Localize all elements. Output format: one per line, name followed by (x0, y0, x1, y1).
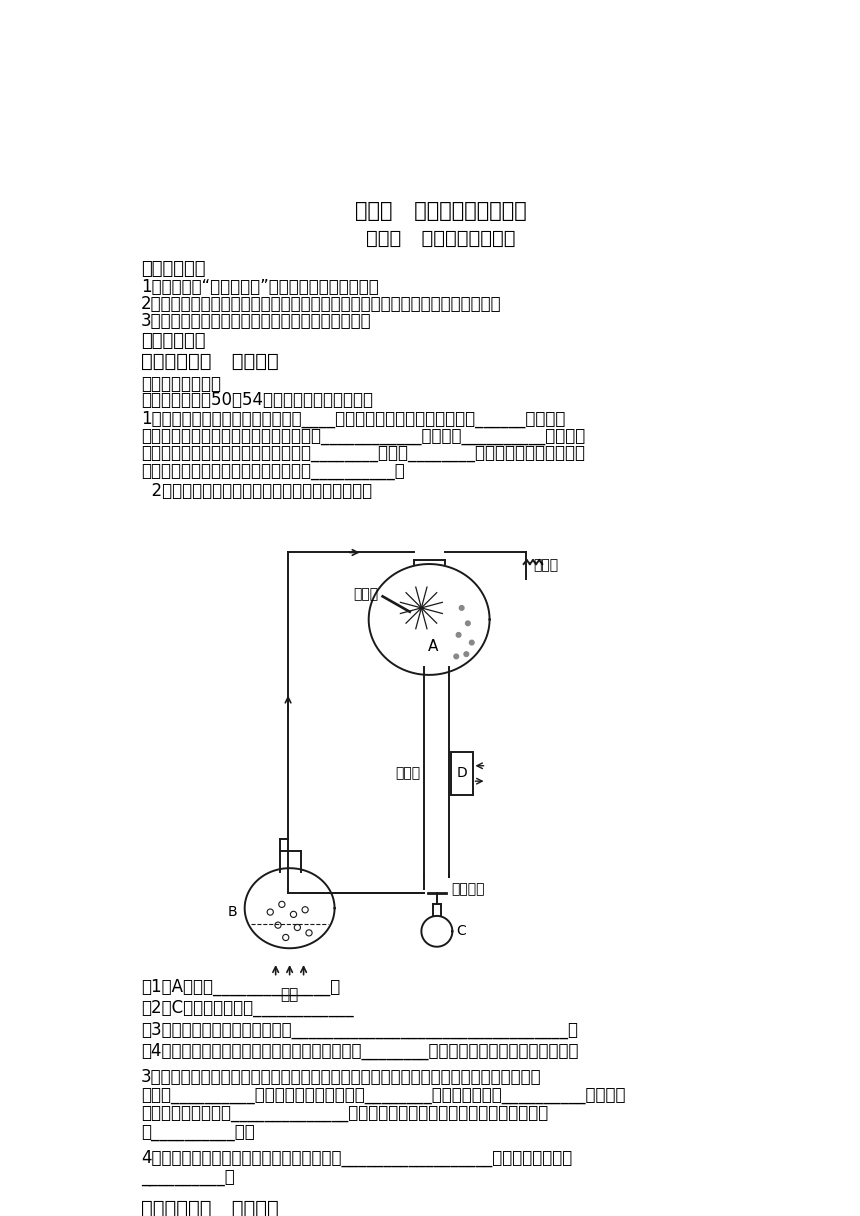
Text: （4）米勒的研究表明，原始地球上尽管不能形成________，但能产生构成生物体的有机物。: （4）米勒的研究表明，原始地球上尽管不能形成________，但能产生构成生物体… (141, 1042, 578, 1060)
Text: （2）C中的液体相当于____________: （2）C中的液体相当于____________ (141, 1000, 353, 1017)
Text: 二、合作交流   突破重难: 二、合作交流 突破重难 (141, 1199, 279, 1216)
Text: 取样活塞: 取样活塞 (451, 882, 484, 896)
Circle shape (459, 606, 464, 610)
Text: 的__________中。: 的__________中。 (141, 1124, 255, 1142)
Text: 冷凝器: 冷凝器 (396, 766, 421, 781)
Circle shape (457, 632, 461, 637)
Text: 《学习目标》: 《学习目标》 (141, 260, 206, 278)
Text: 加热: 加热 (280, 986, 298, 1002)
Circle shape (464, 652, 469, 657)
Circle shape (470, 641, 474, 644)
Text: 负电极: 负电极 (534, 558, 559, 573)
Circle shape (454, 654, 458, 659)
Text: 降落到地面上，这些______________又随着雨水进入湖泊和河流，最终汇集到原始: 降落到地面上，这些______________又随着雨水进入湖泊和河流，最终汇集… (141, 1105, 548, 1124)
Text: 正电极: 正电极 (353, 587, 378, 601)
Text: 简单的__________。后来，地球的温度逐渐________，原始大气中的__________凝结成雨: 简单的__________。后来，地球的温度逐渐________，原始大气中的_… (141, 1087, 625, 1105)
Text: 2、观察米勒的实验装置示意图，回答下列问题。: 2、观察米勒的实验装置示意图，回答下列问题。 (141, 482, 372, 500)
Text: 3、关注生命起源的不同观点，以及新的研究进展。: 3、关注生命起源的不同观点，以及新的研究进展。 (141, 313, 372, 331)
Text: 流。从火山中噴出的气体，如水蕲气、________、氨、________、二氧化碳、硫化氢等，: 流。从火山中噴出的气体，如水蕲气、________、氨、________、二氧化… (141, 445, 585, 463)
Text: （1）A内模拟______________；: （1）A内模拟______________； (141, 978, 340, 996)
Text: 3、科学家推测，原始大气在高温、紫外线以及雷电等自然条件的长期作用下，形成了许多: 3、科学家推测，原始大气在高温、紫外线以及雷电等自然条件的长期作用下，形成了许多 (141, 1069, 542, 1086)
Text: D: D (457, 766, 467, 781)
Text: 第三章   生命起源和生物进化: 第三章 生命起源和生物进化 (355, 202, 526, 221)
Text: B: B (227, 905, 237, 919)
Text: 2、解释米勒实验的设计原理及结果，锻炼运用证据和逻辑进行分析推测的能力。: 2、解释米勒实验的设计原理及结果，锻炼运用证据和逻辑进行分析推测的能力。 (141, 295, 501, 314)
Text: 构成了原始的大气层。原始大气中没有__________。: 构成了原始的大气层。原始大气中没有__________。 (141, 463, 404, 482)
Text: 第一节   地球上生命的起源: 第一节 地球上生命的起源 (366, 229, 515, 248)
Text: 1、地质学研究表明，地球大约是在____年前形成的，那时候地球的温度______，环境与: 1、地质学研究表明，地球大约是在____年前形成的，那时候地球的温度______… (141, 410, 565, 428)
Text: 《学习过程》: 《学习过程》 (141, 332, 206, 350)
Text: 现在的完全不同：天空中或赤日炎炎，或____________，地面上__________，燕岩横: 现在的完全不同：天空中或赤日炎炎，或____________，地面上______… (141, 428, 585, 446)
Circle shape (465, 621, 470, 625)
Text: 一、自主学习   找出答案: 一、自主学习 找出答案 (141, 351, 279, 371)
Text: A: A (427, 638, 439, 654)
Text: 4、化学起源说认为：有机小分子物质起源于__________________，原始生命起源于: 4、化学起源说认为：有机小分子物质起源于__________________，原… (141, 1149, 572, 1167)
Text: __________。: __________。 (141, 1170, 235, 1187)
Text: 快速阅读教材第50～54页，自主完成下列问题：: 快速阅读教材第50～54页，自主完成下列问题： (141, 390, 373, 409)
Text: 1、能够描述“化学起源说”中关于生命起源的过程。: 1、能够描述“化学起源说”中关于生命起源的过程。 (141, 278, 378, 297)
Bar (451, 751, 472, 795)
Text: C: C (457, 924, 466, 939)
Text: （3）向装置内输入的气体主要是_________________________________。: （3）向装置内输入的气体主要是_________________________… (141, 1020, 578, 1038)
Text: 地球上生命的起源: 地球上生命的起源 (141, 376, 221, 394)
